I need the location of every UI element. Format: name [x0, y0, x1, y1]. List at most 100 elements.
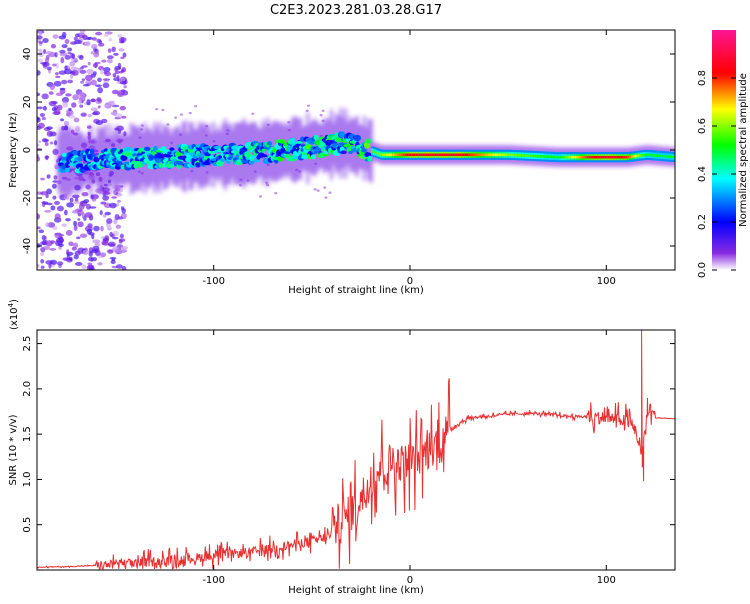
ridge-cell [625, 155, 629, 159]
ridge-cell [422, 153, 426, 157]
ridge-cell [528, 154, 532, 158]
ridge-cell [493, 153, 497, 157]
ridge-cell [673, 155, 675, 159]
ridge-cell [563, 155, 567, 159]
speckle [37, 70, 41, 76]
speckle [66, 251, 74, 256]
ridge-cell [392, 153, 396, 157]
speckle [54, 213, 61, 220]
speckle [102, 214, 107, 218]
speckle [107, 48, 112, 53]
speckle [101, 240, 108, 245]
y-tick-label: 40 [22, 48, 33, 61]
ridge-cell [427, 153, 431, 157]
ridge-cell [489, 153, 493, 157]
ridge-blob [323, 150, 329, 155]
speckle [57, 261, 64, 266]
ridge-cell [521, 154, 525, 157]
ridge-cell [606, 155, 610, 159]
speckle [100, 201, 107, 205]
speckle [73, 224, 78, 231]
speckle [95, 31, 102, 36]
speckle [100, 225, 104, 232]
ridge-blob [195, 161, 201, 168]
speckle [103, 104, 110, 109]
ridge-cell [452, 153, 456, 157]
speckle [323, 186, 327, 189]
speckle [67, 79, 74, 84]
ridge-blob [292, 156, 299, 160]
ridge-cell [409, 153, 413, 157]
colorbar-label: Normalized spectral amplitude [738, 73, 749, 227]
speckle [114, 213, 120, 221]
ridge-cell [621, 155, 625, 159]
speckle [113, 52, 119, 56]
speckle [60, 57, 65, 64]
speckle [103, 66, 111, 73]
ridge-cell [554, 155, 558, 159]
speckle [120, 206, 125, 211]
ridge-cell [634, 154, 638, 158]
speckle [119, 81, 127, 85]
speckle [179, 113, 183, 116]
speckle [100, 69, 104, 75]
ridge-blob [339, 131, 346, 138]
ridge-blob [89, 148, 95, 155]
ridge-cell [503, 153, 507, 157]
speckle [66, 202, 75, 208]
ridge-cell [607, 155, 611, 159]
ridge-cell [418, 153, 422, 157]
speckle [306, 104, 310, 107]
ridge-cell [455, 153, 459, 157]
speckle [40, 191, 49, 196]
speckle [119, 233, 124, 239]
ridge-cell [611, 155, 615, 159]
ridge-cell [523, 154, 527, 157]
speckle [67, 110, 74, 116]
speckle [259, 195, 263, 198]
halo-cell [89, 125, 93, 197]
speckle [93, 225, 100, 232]
ridge-cell [669, 155, 673, 159]
speckle [118, 48, 125, 52]
speckle [37, 226, 41, 230]
ridge-cell [604, 155, 608, 159]
ridge-cell [583, 155, 587, 159]
speckle [52, 226, 58, 230]
x-tick-label: -100 [202, 575, 225, 586]
speckle [114, 68, 119, 72]
speckle [123, 85, 128, 89]
speckle [115, 264, 123, 269]
ridge-cell [415, 153, 419, 157]
speckle [62, 101, 69, 108]
ridge-cell [549, 155, 553, 159]
speckle [95, 84, 102, 87]
ridge-cell [457, 153, 461, 157]
ridge-cell [572, 155, 576, 159]
ridge-cell [531, 154, 535, 158]
speckle [100, 252, 107, 258]
ridge-cell [542, 155, 546, 158]
ridge-blob [365, 138, 372, 144]
y-tick-label: -20 [22, 190, 33, 206]
ridge-cell [397, 153, 401, 157]
speckle [93, 51, 100, 58]
ridge-cell [464, 153, 468, 157]
speckle [40, 258, 45, 264]
ridge-cell [508, 153, 512, 157]
speckle [56, 104, 63, 111]
ridge-cell [526, 154, 530, 158]
speckle [119, 187, 124, 193]
ridge-cell [484, 153, 488, 157]
speckle [48, 100, 57, 107]
x-tick-label: -100 [202, 276, 225, 287]
ridge-cell [401, 153, 405, 157]
speckle [328, 191, 332, 194]
snr-ticks: -100 0 100 0.5 1.0 1.5 2.0 2.5 [22, 330, 675, 586]
speckle [97, 262, 103, 266]
ridge-cell [498, 153, 502, 157]
ridge-blob [122, 156, 128, 161]
ridge-cell [632, 155, 636, 158]
ridge-cell [429, 153, 433, 157]
speckle [65, 230, 73, 236]
